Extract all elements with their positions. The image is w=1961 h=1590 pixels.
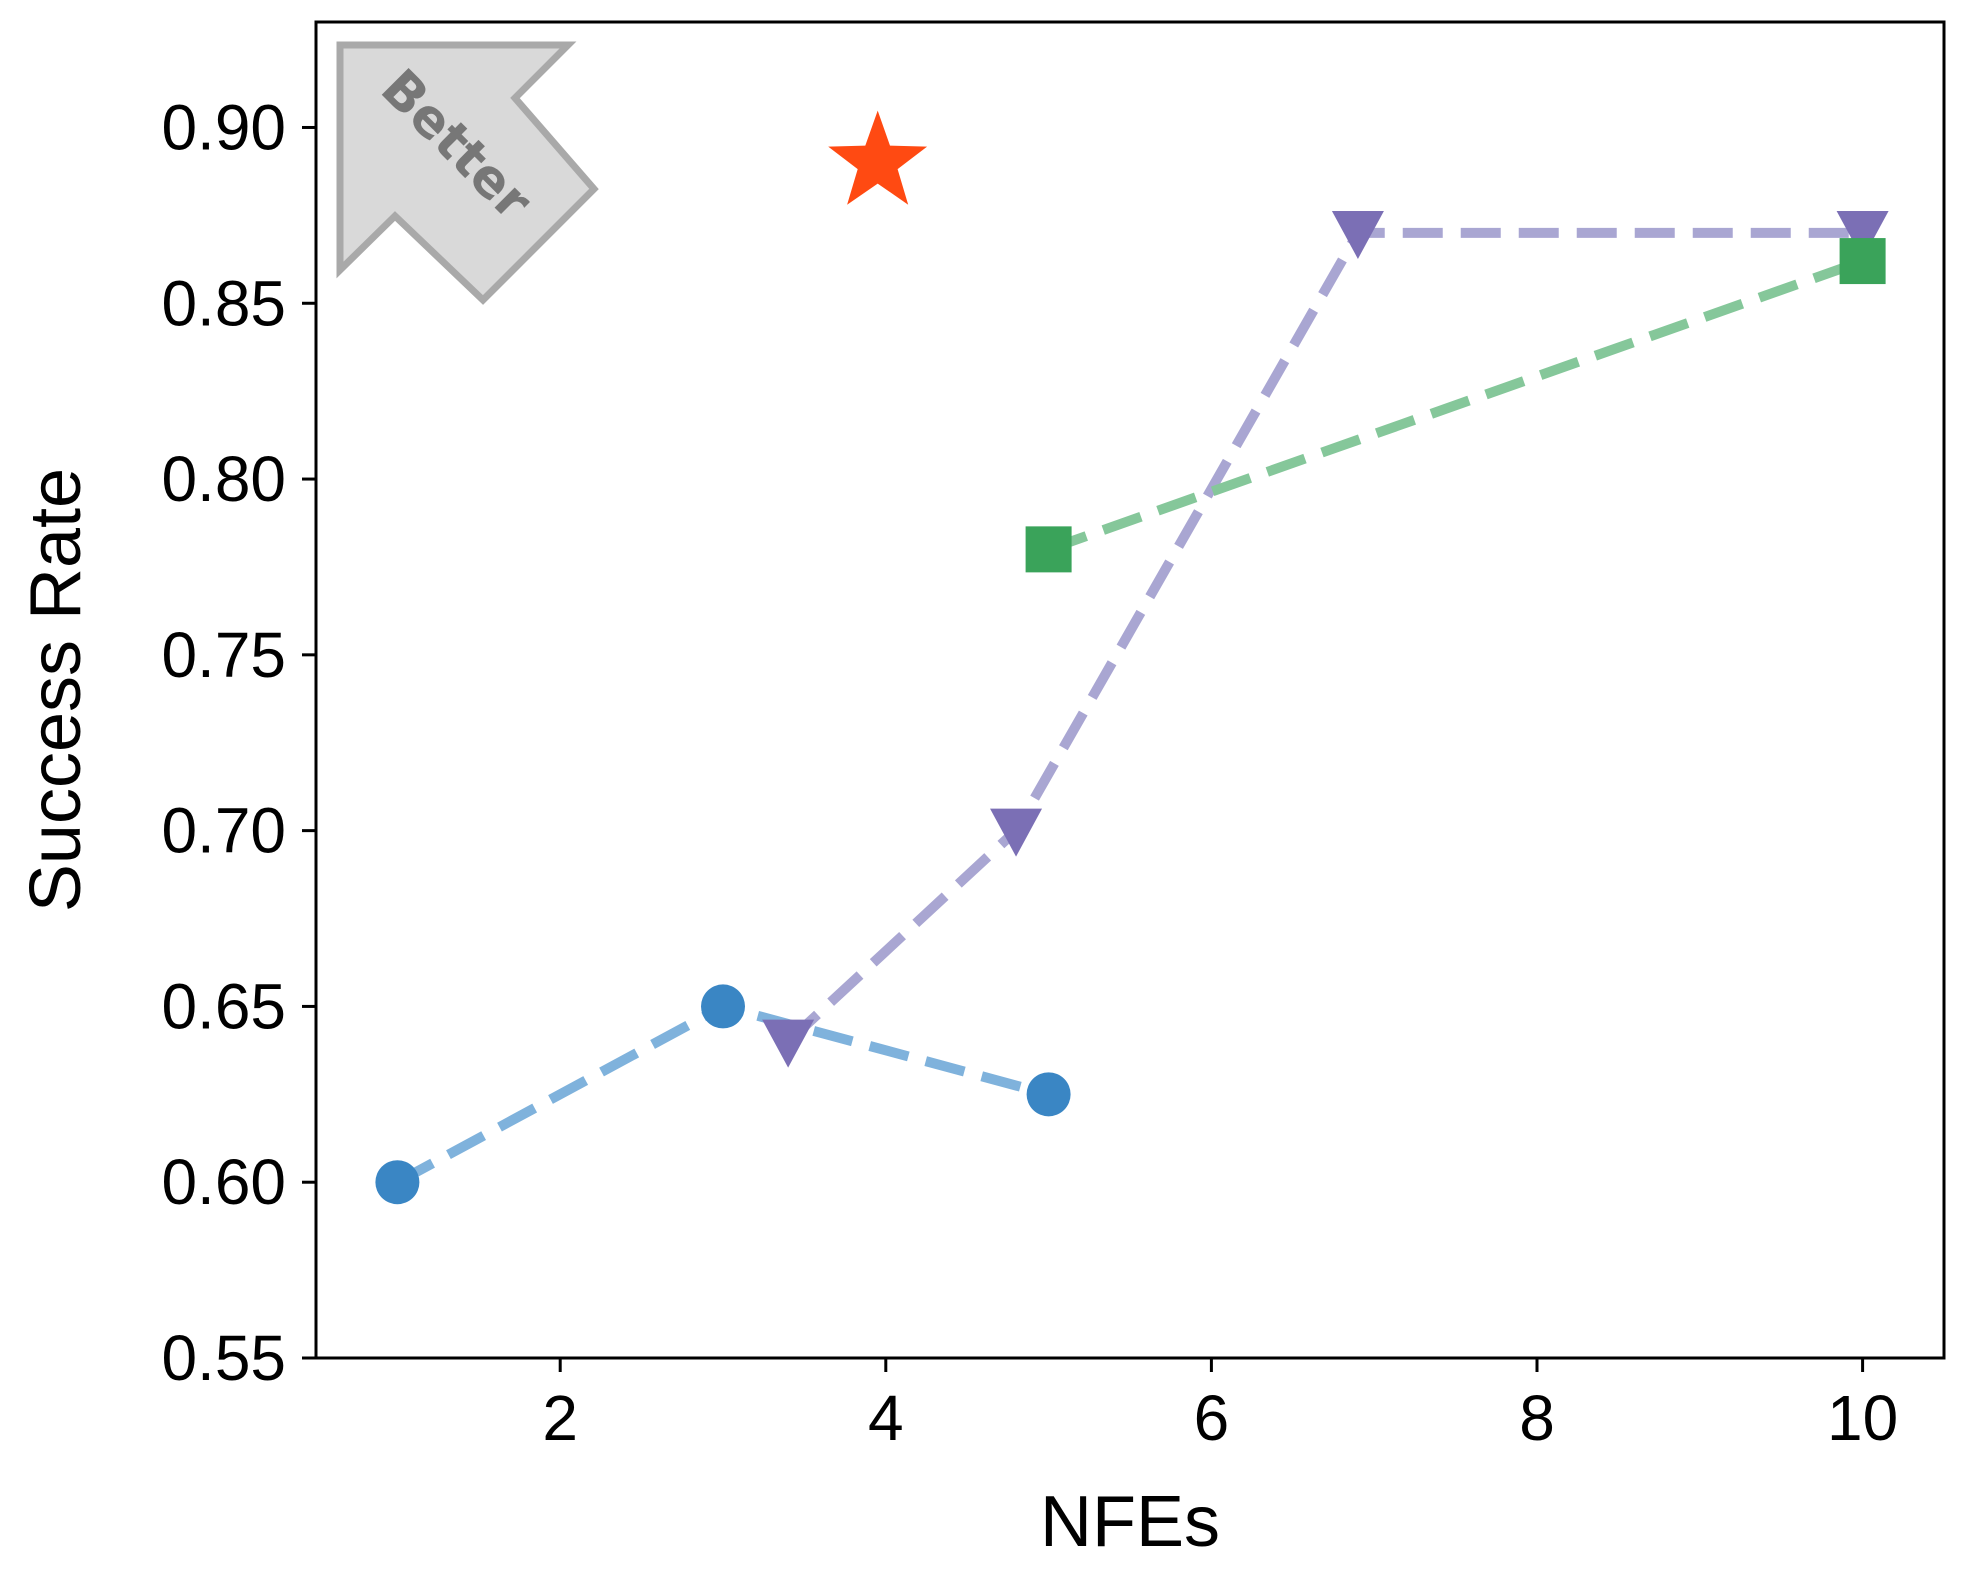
ticks-layer: 2 4 6 8 10 0.55 0.60 0.65 0.70 0.75 0.80 0.85 0.90 xyxy=(161,91,1898,1454)
series-group xyxy=(828,110,928,205)
series-line xyxy=(1046,256,1865,555)
y-tick-label: 0.65 xyxy=(161,970,286,1042)
square-marker xyxy=(1025,526,1072,573)
x-axis-title: NFEs xyxy=(1040,1482,1220,1562)
y-tick-label: 0.60 xyxy=(161,1146,286,1218)
series-group xyxy=(762,210,1889,1068)
star-marker xyxy=(828,110,928,205)
y-tick-label: 0.85 xyxy=(161,267,286,339)
circle-marker xyxy=(701,984,745,1029)
y-tick-label: 0.90 xyxy=(161,91,286,163)
square-marker xyxy=(1839,238,1886,285)
x-tick-label: 4 xyxy=(868,1382,904,1454)
x-tick-label: 6 xyxy=(1194,1382,1230,1454)
arrow-up-left-icon xyxy=(336,41,599,305)
plot-frame xyxy=(314,20,1946,1360)
y-tick-label: 0.75 xyxy=(161,619,286,691)
y-tick-label: 0.80 xyxy=(161,443,286,515)
x-tick-label: 10 xyxy=(1827,1382,1898,1454)
series-group xyxy=(375,984,1071,1205)
triangle-marker xyxy=(1331,210,1384,259)
circle-marker xyxy=(375,1160,420,1205)
series-group xyxy=(1025,238,1886,573)
y-axis-title: Success Rate xyxy=(16,468,96,912)
x-tick-label: 8 xyxy=(1519,1382,1555,1454)
triangle-marker xyxy=(762,1019,815,1068)
y-tick-label: 0.70 xyxy=(161,795,286,867)
triangle-marker xyxy=(1836,210,1889,259)
better-arrow-badge: Better xyxy=(336,41,599,305)
y-tick-label: 0.55 xyxy=(161,1322,286,1394)
triangle-marker xyxy=(990,808,1043,857)
circle-marker xyxy=(1026,1072,1071,1117)
x-tick-label: 2 xyxy=(542,1382,578,1454)
series-line xyxy=(784,227,1863,1046)
better-annotation: Better xyxy=(336,41,599,305)
series-layer xyxy=(375,110,1889,1205)
